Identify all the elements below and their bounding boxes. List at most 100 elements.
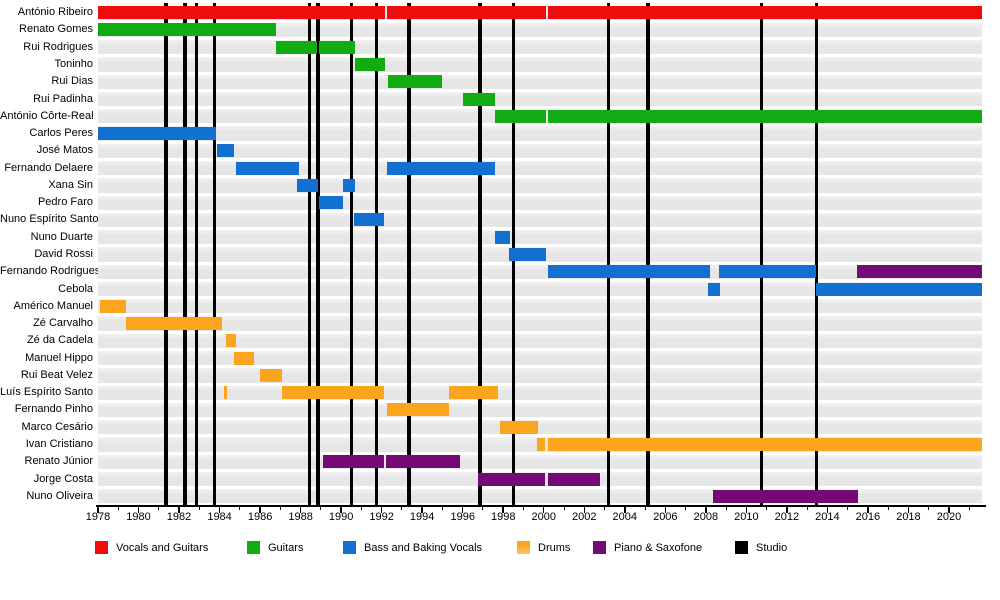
bar-piano_sax (712, 489, 858, 503)
studio-album-line (183, 2, 187, 506)
x-axis-minor-tick (968, 506, 970, 510)
bar-piano_sax (322, 455, 384, 469)
x-axis-minor-tick (806, 506, 808, 510)
studio-album-line (212, 2, 217, 506)
row-band (98, 264, 982, 279)
row-band (98, 368, 982, 383)
legend-item-bass: Bass and Baking Vocals (343, 541, 482, 554)
x-axis-major-tick (907, 506, 910, 513)
bar-guitars (318, 40, 356, 54)
legend-label: Vocals and Guitars (116, 541, 209, 554)
x-axis-major-tick (867, 506, 869, 513)
bar-bass (719, 265, 817, 279)
x-axis-tick-label: 2004 (612, 511, 638, 523)
bar-drums (448, 386, 499, 400)
legend-item-piano_sax: Piano & Saxofone (593, 541, 702, 554)
x-axis-tick-label: 1996 (450, 511, 475, 523)
studio-album-line (374, 2, 379, 506)
row-band (98, 195, 982, 210)
bar-bass (318, 196, 344, 210)
row-band (98, 385, 982, 400)
row-band (98, 40, 982, 55)
row-band (98, 351, 982, 366)
studio-album-line (478, 2, 482, 506)
x-axis-major-tick (218, 506, 221, 513)
bar-bass (98, 127, 216, 141)
bar-guitars (276, 40, 317, 54)
x-axis-major-tick (299, 506, 302, 513)
x-axis-minor-tick (482, 506, 484, 510)
x-axis-major-tick (745, 506, 748, 513)
x-axis-tick-label: 1980 (126, 511, 151, 523)
x-axis-tick-label: 2010 (734, 511, 759, 523)
member-label: Toninho (54, 57, 93, 70)
bar-bass (707, 282, 721, 296)
row-band (98, 91, 982, 107)
x-axis-tick-label: 1994 (409, 511, 435, 523)
bar-vocals_guitars (547, 6, 982, 20)
member-label: Rui Beat Velez (20, 368, 93, 381)
x-axis-major-tick (461, 506, 464, 513)
member-label: Nuno Duarte (30, 230, 93, 243)
studio-album-line (646, 2, 650, 506)
row-band (98, 316, 982, 331)
bar-guitars (387, 75, 443, 89)
member-label: Zé Carvalho (33, 317, 93, 330)
bar-guitars (462, 92, 496, 106)
studio-album-line (407, 2, 411, 506)
x-axis-major-tick (624, 506, 626, 513)
x-axis-tick-label: 1986 (247, 511, 273, 523)
x-axis-minor-tick (604, 506, 606, 510)
x-axis-tick-label: 2020 (936, 511, 962, 523)
x-axis-minor-tick (766, 506, 768, 510)
member-label: Jorge Costa (33, 472, 93, 485)
studio-album-line (606, 2, 611, 506)
bar-guitars (355, 57, 385, 71)
x-axis-minor-tick (117, 506, 119, 510)
x-axis-major-tick (502, 506, 504, 513)
member-label: Nuno Espírito Santo (0, 213, 99, 226)
x-axis-major-tick (786, 506, 788, 513)
x-axis-tick-label: 2002 (572, 511, 597, 523)
legend-label: Drums (538, 541, 571, 554)
member-label: Fernando Rodrigues (0, 265, 101, 278)
bar-piano_sax (477, 472, 545, 486)
x-axis-minor-tick (887, 506, 889, 510)
member-label: Marco Cesário (21, 420, 93, 433)
x-axis-minor-tick (158, 506, 160, 510)
bar-piano_sax (856, 265, 982, 279)
member-label: Fernando Delaere (4, 161, 93, 174)
x-axis-line (96, 505, 986, 507)
bar-bass (547, 265, 710, 279)
x-axis-tick-label: 1982 (166, 511, 192, 523)
x-axis-major-tick (664, 506, 667, 513)
bar-drums (536, 438, 545, 452)
legend-item-vocals_guitars: Vocals and Guitars (95, 541, 208, 554)
x-axis-major-tick (340, 506, 342, 513)
member-label: Rui Dias (51, 75, 93, 88)
studio-album-line (164, 2, 168, 506)
bar-drums (260, 368, 283, 382)
row-band (98, 57, 982, 72)
x-axis-major-tick (421, 506, 423, 513)
x-axis-minor-tick (563, 506, 565, 510)
row-band (98, 402, 982, 418)
bar-guitars (495, 109, 546, 123)
row-band (98, 178, 982, 193)
bar-bass (509, 248, 546, 261)
bar-piano_sax (547, 472, 601, 486)
x-axis-tick-label: 2000 (531, 511, 556, 523)
x-axis-major-tick (380, 506, 383, 513)
x-axis-tick-label: 2018 (896, 511, 921, 523)
member-label: Carlos Peres (29, 127, 93, 140)
x-axis-minor-tick (401, 506, 403, 510)
legend-label: Piano & Saxofone (614, 541, 703, 554)
x-axis-tick-label: 1978 (85, 511, 111, 523)
legend-swatch-studio (735, 541, 748, 554)
bar-vocals_guitars (386, 6, 546, 20)
x-axis-tick-label: 1984 (207, 511, 232, 523)
studio-album-line (307, 2, 312, 506)
x-axis-minor-tick (360, 506, 362, 510)
bar-bass (216, 144, 234, 158)
studio-album-line (316, 2, 320, 506)
